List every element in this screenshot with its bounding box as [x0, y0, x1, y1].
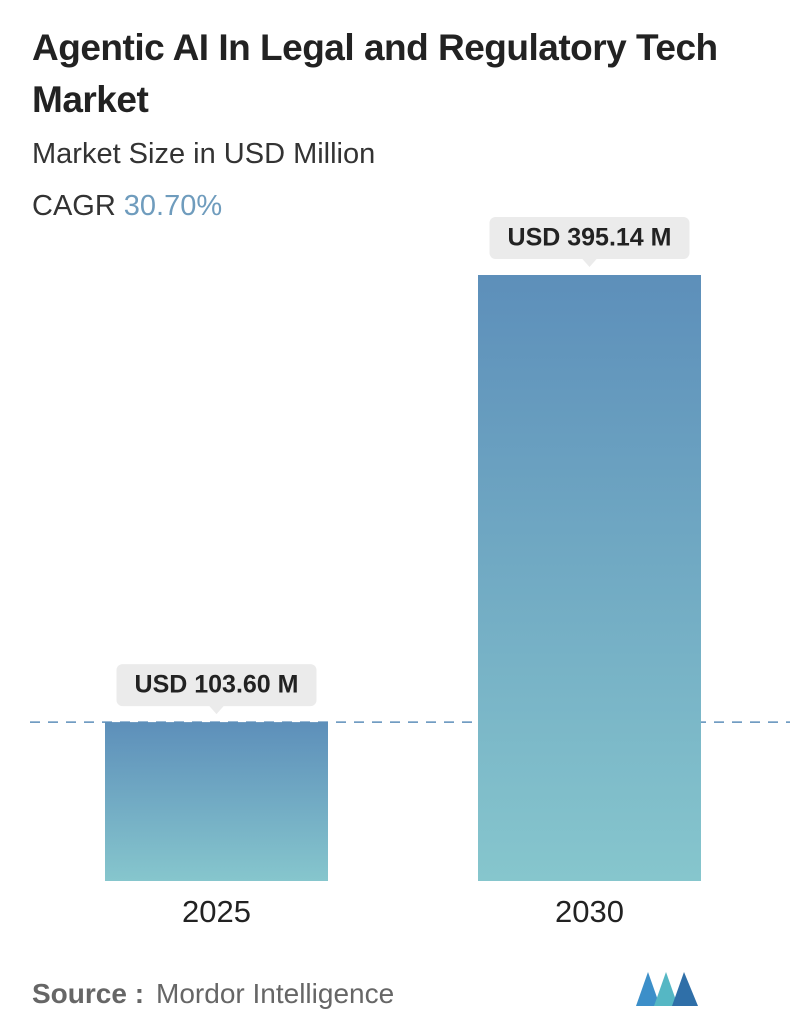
bar — [478, 275, 701, 881]
source-label: Source : — [32, 978, 145, 1009]
value-label-pointer — [208, 705, 225, 715]
value-label-text: USD 395.14 M — [508, 224, 672, 252]
source: Source : Mordor Intelligence — [32, 978, 394, 1010]
value-label: USD 395.14 M — [489, 217, 690, 267]
chart-title: Agentic AI In Legal and Regulatory Tech … — [32, 27, 718, 120]
source-name: Mordor Intelligence — [156, 978, 395, 1009]
chart-subtitle: Market Size in USD Million — [32, 138, 376, 170]
value-label-text: USD 103.60 M — [135, 671, 299, 699]
cagr-label: CAGR — [32, 190, 116, 222]
logo — [636, 972, 698, 1006]
x-tick-label: 2030 — [555, 894, 624, 929]
value-label-pointer — [581, 258, 598, 267]
bar — [105, 722, 328, 881]
value-label-box — [489, 217, 690, 259]
cagr-value: 30.70% — [123, 190, 223, 222]
value-label-box — [116, 664, 317, 707]
x-tick-label: 2025 — [182, 894, 251, 929]
cagr: CAGR 30.70% — [32, 190, 222, 223]
value-label: USD 103.60 M — [116, 664, 317, 715]
